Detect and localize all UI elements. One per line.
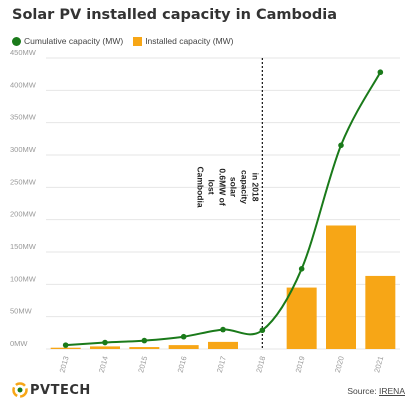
bar-2021: [365, 275, 396, 349]
y-tick-label: 450MW: [10, 48, 37, 57]
y-tick-label: 200MW: [10, 210, 37, 219]
y-tick-label: 250MW: [10, 177, 37, 186]
source-link[interactable]: IRENA: [379, 386, 405, 396]
source-note: Source: IRENA: [347, 386, 405, 396]
x-tick-label: 2019: [294, 355, 307, 373]
x-tick-label: 2020: [333, 355, 346, 373]
legend-label-cumulative: Cumulative capacity (MW): [24, 36, 124, 46]
line-series: [62, 69, 384, 348]
y-tick-label: 0MW: [10, 339, 28, 348]
annotation-line: in 2018: [250, 173, 260, 202]
line-point-2017: [220, 326, 226, 333]
bar-series: [50, 225, 396, 349]
source-prefix: Source:: [347, 386, 377, 396]
legend: Cumulative capacity (MW) Installed capac…: [12, 35, 244, 47]
line-point-2016: [180, 333, 187, 340]
logo-icon: [12, 382, 28, 398]
x-axis: 2013 2014 2015 2016 2017 2018 2019 2020 2021: [58, 355, 386, 373]
legend-swatch-line: [12, 36, 21, 46]
y-tick-label: 400MW: [10, 80, 37, 89]
line-point-2014: [102, 339, 108, 346]
bar-2017: [208, 341, 238, 349]
legend-item-installed[interactable]: Installed capacity (MW): [133, 36, 234, 46]
chart-title: Solar PV installed capacity in Cambodia: [12, 7, 337, 23]
bar-2019: [286, 287, 317, 349]
bar-2016: [168, 345, 199, 349]
annotation-line: lost: [206, 179, 216, 194]
x-tick-label: 2014: [97, 355, 110, 373]
bar-2015: [129, 347, 160, 349]
x-tick-label: 2021: [372, 355, 385, 373]
x-tick-label: 2018: [254, 355, 267, 373]
x-tick-label: 2013: [58, 355, 71, 373]
annotation-line: solar: [228, 177, 238, 198]
bar-2020: [326, 225, 356, 349]
bar-2014: [90, 346, 120, 349]
annotation-line: Cambodia: [195, 166, 205, 207]
grid-lines: [46, 57, 400, 350]
x-tick-label: 2015: [136, 355, 149, 373]
legend-swatch-bar: [133, 36, 143, 46]
logo[interactable]: PVTECH: [12, 382, 91, 398]
cumulative-line: [65, 71, 382, 347]
bar-2013: [50, 347, 81, 349]
y-tick-label: 150MW: [10, 242, 37, 251]
y-axis: 0MW 50MW 100MW 150MW 200MW 250MW 300MW 350MW 400…: [10, 48, 37, 348]
x-tick-label: 2017: [215, 355, 228, 373]
annotation-group: Cambodia lost 0.6MW of solar capacity in 2018: [195, 166, 260, 207]
legend-label-installed: Installed capacity (MW): [145, 36, 234, 46]
annotation-line: capacity: [239, 170, 249, 204]
x-tick-label: 2016: [176, 355, 189, 373]
y-tick-label: 300MW: [10, 145, 37, 154]
line-point-2021: [377, 69, 384, 76]
legend-item-cumulative[interactable]: Cumulative capacity (MW): [12, 36, 123, 46]
line-point-2013: [62, 342, 69, 348]
y-tick-label: 100MW: [10, 274, 37, 283]
line-point-2015: [141, 337, 148, 344]
line-point-2018: [259, 327, 266, 334]
y-tick-label: 350MW: [10, 113, 37, 122]
annotation-line: 0.6MW of: [217, 168, 227, 205]
line-point-2020: [338, 142, 344, 149]
y-tick-label: 50MW: [10, 307, 33, 316]
logo-text: PVTECH: [30, 382, 91, 398]
line-point-2019: [298, 266, 305, 272]
